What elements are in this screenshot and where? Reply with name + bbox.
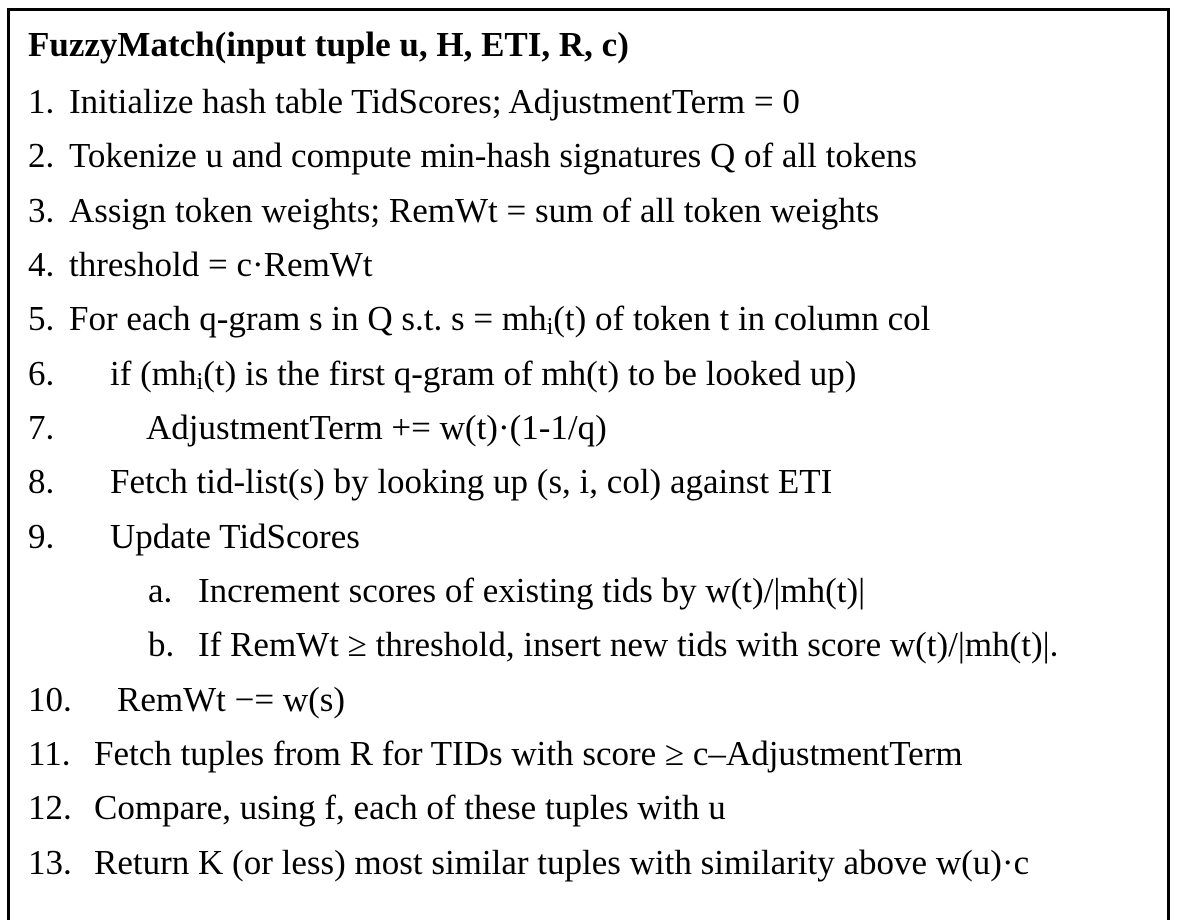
line-number: 5. [28,299,55,338]
line-text-part: (t) of token t in column col [553,299,931,338]
algorithm-box: FuzzyMatch(input tuple u, H, ETI, R, c) … [7,8,1170,920]
line-number: 4. [28,245,55,284]
line-text: threshold = c·RemWt [69,245,373,284]
line-number: 11. [28,734,71,773]
algorithm-title: FuzzyMatch(input tuple u, H, ETI, R, c) [28,25,629,64]
subscript-i: i [196,369,204,395]
line-number: 10. [28,680,72,719]
line-number: 1. [28,82,55,121]
line-text-part: (t) is the first q-gram of mh(t) to be l… [203,354,857,393]
line-number: 6. [28,354,55,393]
subscript-i: i [546,314,554,340]
line-text: Fetch tid-list(s) by looking up (s, i, c… [110,462,833,501]
line-text: if (mhi(t) is the first q-gram of mh(t) … [110,354,856,402]
line-text: Assign token weights; RemWt = sum of all… [69,191,880,230]
line-number: b. [148,625,175,664]
line-text: Initialize hash table TidScores; Adjustm… [69,82,800,121]
line-text: Update TidScores [110,517,360,556]
line-number: 7. [28,408,55,447]
line-number: 12. [28,788,72,827]
line-number: 9. [28,517,55,556]
line-text: Tokenize u and compute min-hash signatur… [69,136,918,175]
line-number: 8. [28,462,55,501]
line-text: Fetch tuples from R for TIDs with score … [94,734,963,773]
line-text: If RemWt ≥ threshold, insert new tids wi… [198,625,1059,664]
line-number: a. [148,571,173,610]
line-text-part: For each q-gram s in Q s.t. s = mh [69,299,547,338]
line-text: AdjustmentTerm += w(t)·(1-1/q) [146,408,607,447]
line-text: Increment scores of existing tids by w(t… [198,571,866,610]
line-text: For each q-gram s in Q s.t. s = mhi(t) o… [69,299,930,347]
line-number: 2. [28,136,55,175]
line-number: 3. [28,191,55,230]
line-text: Compare, using f, each of these tuples w… [94,788,726,827]
line-text: Return K (or less) most similar tuples w… [94,843,1030,882]
line-text: RemWt −= w(s) [117,680,346,719]
line-number: 13. [28,843,72,882]
line-text-part: if (mh [110,354,197,393]
